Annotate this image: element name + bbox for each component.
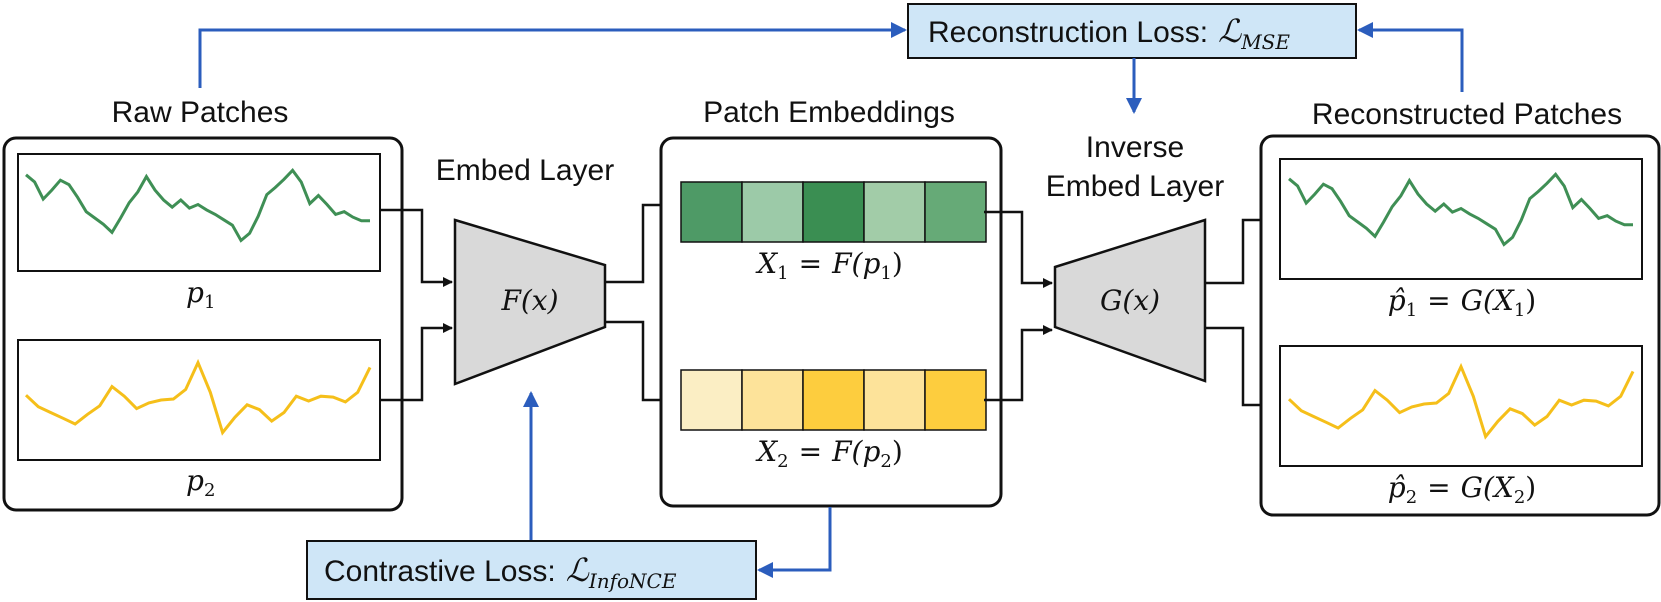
reconstructed-patch-1-frame — [1279, 158, 1643, 280]
reconstruction-loss-box — [907, 3, 1357, 59]
patch-embeddings-title: Patch Embeddings — [703, 96, 955, 129]
arrow-reconstructed-to-reconstruction-loss — [1357, 22, 1464, 92]
raw-patch-1-frame — [17, 153, 381, 272]
embedding-x2-vector — [680, 369, 987, 431]
reconstruction-loss-label: Reconstruction Loss: ℒMSE — [928, 12, 1290, 54]
arrow-raw-to-reconstruction-loss — [198, 22, 907, 88]
raw-patch-1-series — [25, 167, 370, 243]
embedding-x2-cell-2 — [741, 369, 804, 431]
reconstructed-patch-2-label: p̂2 = G(X2) — [1388, 471, 1536, 508]
inverse-layer-title-line1: Inverse — [1086, 131, 1184, 164]
embedding-x2-cell-3 — [802, 369, 865, 431]
raw-patch-1-label: p1 — [186, 276, 215, 313]
raw-patch-2-label: p2 — [186, 464, 215, 501]
embedding-x1-vector — [680, 181, 987, 243]
embedding-x2-label: X2 = F(p2) — [755, 435, 903, 472]
contrastive-loss-label: Contrastive Loss: ℒInfoNCE — [324, 551, 677, 593]
embed-layer-trapezoid — [453, 218, 607, 386]
reconstructed-patch-2-series — [1287, 362, 1635, 440]
arrow-embeddings-to-contrastive-loss — [757, 507, 832, 578]
reconstructed-patch-1-series — [1288, 171, 1633, 247]
raw-patches-title: Raw Patches — [112, 96, 289, 129]
connector-x2-to-inverse — [984, 325, 1053, 402]
connector-x1-to-inverse — [984, 210, 1053, 288]
connector-raw2-to-embed — [380, 323, 453, 402]
embedding-x1-cell-3 — [802, 181, 865, 243]
embedding-x2-cell-4 — [863, 369, 926, 431]
raw-patch-2-series — [24, 358, 372, 436]
connector-raw1-to-embed — [380, 208, 453, 287]
inverse-layer-title-line2: Embed Layer — [1046, 170, 1224, 203]
embedding-x1-label: X1 = F(p1) — [755, 247, 903, 284]
embed-layer-function: F(x) — [500, 284, 558, 317]
reconstructed-patches-title: Reconstructed Patches — [1312, 98, 1622, 131]
embed-layer-title: Embed Layer — [436, 154, 614, 187]
contrastive-loss-box — [306, 540, 757, 600]
embedding-x1-cell-1 — [680, 181, 743, 243]
raw-patch-2-frame — [17, 339, 381, 461]
reconstructed-patch-1-label: p̂1 = G(X1) — [1388, 284, 1536, 321]
embedding-x2-cell-5 — [924, 369, 987, 431]
inverse-layer-trapezoid — [1053, 218, 1207, 383]
embedding-x1-cell-2 — [741, 181, 804, 243]
embedding-x1-cell-5 — [924, 181, 987, 243]
embedding-x2-cell-1 — [680, 369, 743, 431]
embedding-x1-cell-4 — [863, 181, 926, 243]
inverse-layer-function: G(x) — [1100, 284, 1160, 317]
